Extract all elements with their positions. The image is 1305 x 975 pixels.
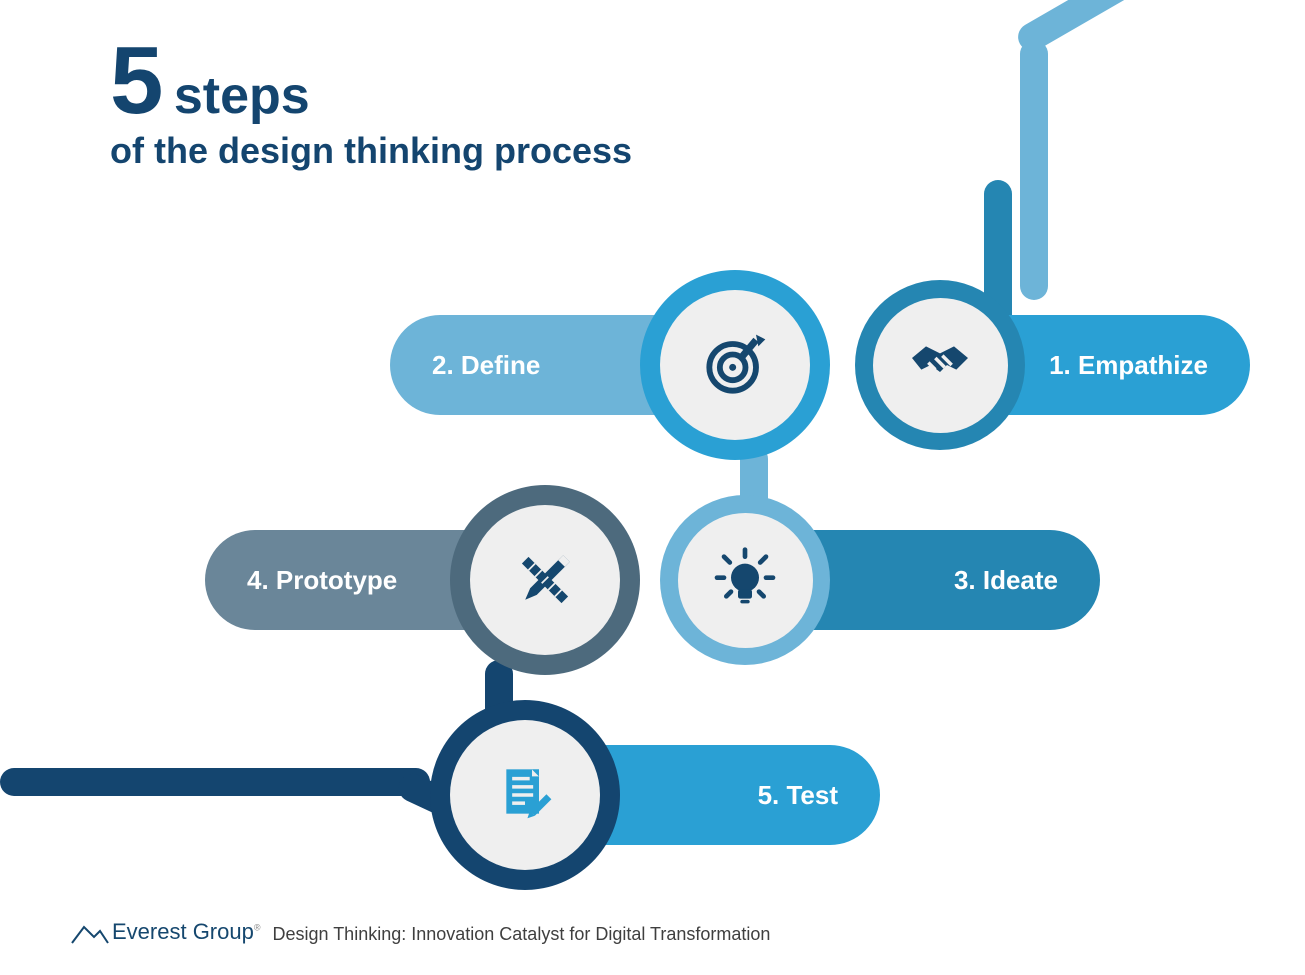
- title-subtitle: of the design thinking process: [110, 130, 632, 172]
- target-icon: [700, 330, 770, 400]
- step-label-1: 1. Empathize: [1049, 350, 1208, 381]
- step-label-2: 2. Define: [432, 350, 540, 381]
- step-label-4: 4. Prototype: [247, 565, 397, 596]
- title-word: steps: [174, 66, 310, 126]
- brand-logo: Everest Group®: [70, 919, 260, 945]
- connector-0: [1020, 40, 1048, 300]
- doc-icon: [490, 760, 560, 830]
- connector-1: [1013, 0, 1166, 56]
- step-disc-2: [660, 290, 810, 440]
- footer-caption: Design Thinking: Innovation Catalyst for…: [272, 924, 770, 945]
- step-label-3: 3. Ideate: [954, 565, 1058, 596]
- step-disc-3: [678, 513, 813, 648]
- tools-icon: [510, 545, 580, 615]
- title-block: 5 steps of the design thinking process: [110, 40, 632, 172]
- brand-name: Everest Group®: [112, 919, 260, 945]
- bulb-icon: [710, 545, 780, 615]
- connector-5: [0, 768, 430, 796]
- step-label-5: 5. Test: [758, 780, 838, 811]
- footer: Everest Group® Design Thinking: Innovati…: [70, 919, 770, 945]
- title-number: 5: [110, 40, 163, 122]
- step-disc-4: [470, 505, 620, 655]
- step-disc-1: [873, 298, 1008, 433]
- logo-peak-icon: [70, 921, 110, 945]
- step-disc-5: [450, 720, 600, 870]
- handshake-icon: [905, 330, 975, 400]
